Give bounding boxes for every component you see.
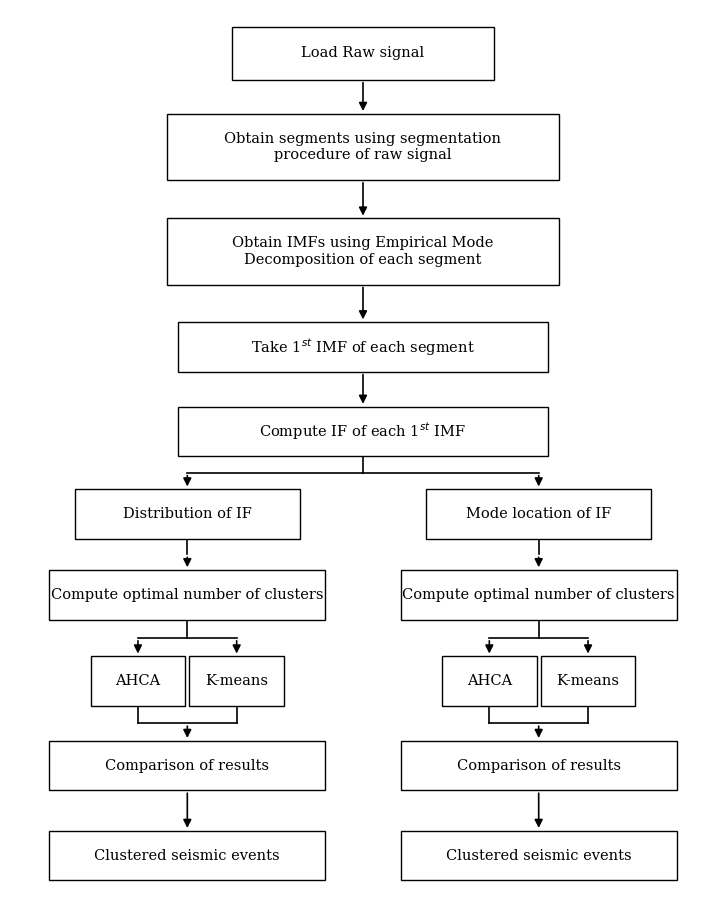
Text: Clustered seismic events: Clustered seismic events: [446, 848, 632, 863]
Text: Clustered seismic events: Clustered seismic events: [94, 848, 280, 863]
Text: K-means: K-means: [205, 674, 268, 688]
Text: Compute IF of each 1$^{st}$ IMF: Compute IF of each 1$^{st}$ IMF: [259, 420, 467, 442]
Text: Comparison of results: Comparison of results: [457, 758, 621, 773]
FancyBboxPatch shape: [401, 831, 677, 880]
Text: Distribution of IF: Distribution of IF: [123, 507, 252, 521]
Text: Mode location of IF: Mode location of IF: [466, 507, 611, 521]
Text: Take 1$^{st}$ IMF of each segment: Take 1$^{st}$ IMF of each segment: [251, 336, 475, 358]
Text: Obtain segments using segmentation
procedure of raw signal: Obtain segments using segmentation proce…: [224, 132, 502, 162]
Text: K-means: K-means: [557, 674, 619, 688]
FancyBboxPatch shape: [178, 407, 548, 456]
Text: AHCA: AHCA: [115, 674, 160, 688]
Text: Compute optimal number of clusters: Compute optimal number of clusters: [402, 588, 675, 602]
Text: Load Raw signal: Load Raw signal: [301, 46, 425, 61]
FancyBboxPatch shape: [426, 489, 651, 539]
FancyBboxPatch shape: [49, 831, 325, 880]
Text: Obtain IMFs using Empirical Mode
Decomposition of each segment: Obtain IMFs using Empirical Mode Decompo…: [232, 237, 494, 266]
FancyBboxPatch shape: [541, 656, 635, 706]
FancyBboxPatch shape: [442, 656, 537, 706]
FancyBboxPatch shape: [189, 656, 284, 706]
Text: Compute optimal number of clusters: Compute optimal number of clusters: [51, 588, 324, 602]
FancyBboxPatch shape: [75, 489, 300, 539]
FancyBboxPatch shape: [49, 570, 325, 620]
FancyBboxPatch shape: [401, 741, 677, 790]
FancyBboxPatch shape: [167, 114, 559, 180]
FancyBboxPatch shape: [401, 570, 677, 620]
Text: Comparison of results: Comparison of results: [105, 758, 269, 773]
FancyBboxPatch shape: [49, 741, 325, 790]
FancyBboxPatch shape: [167, 218, 559, 285]
Text: AHCA: AHCA: [467, 674, 512, 688]
FancyBboxPatch shape: [232, 27, 494, 80]
FancyBboxPatch shape: [91, 656, 185, 706]
FancyBboxPatch shape: [178, 322, 548, 372]
